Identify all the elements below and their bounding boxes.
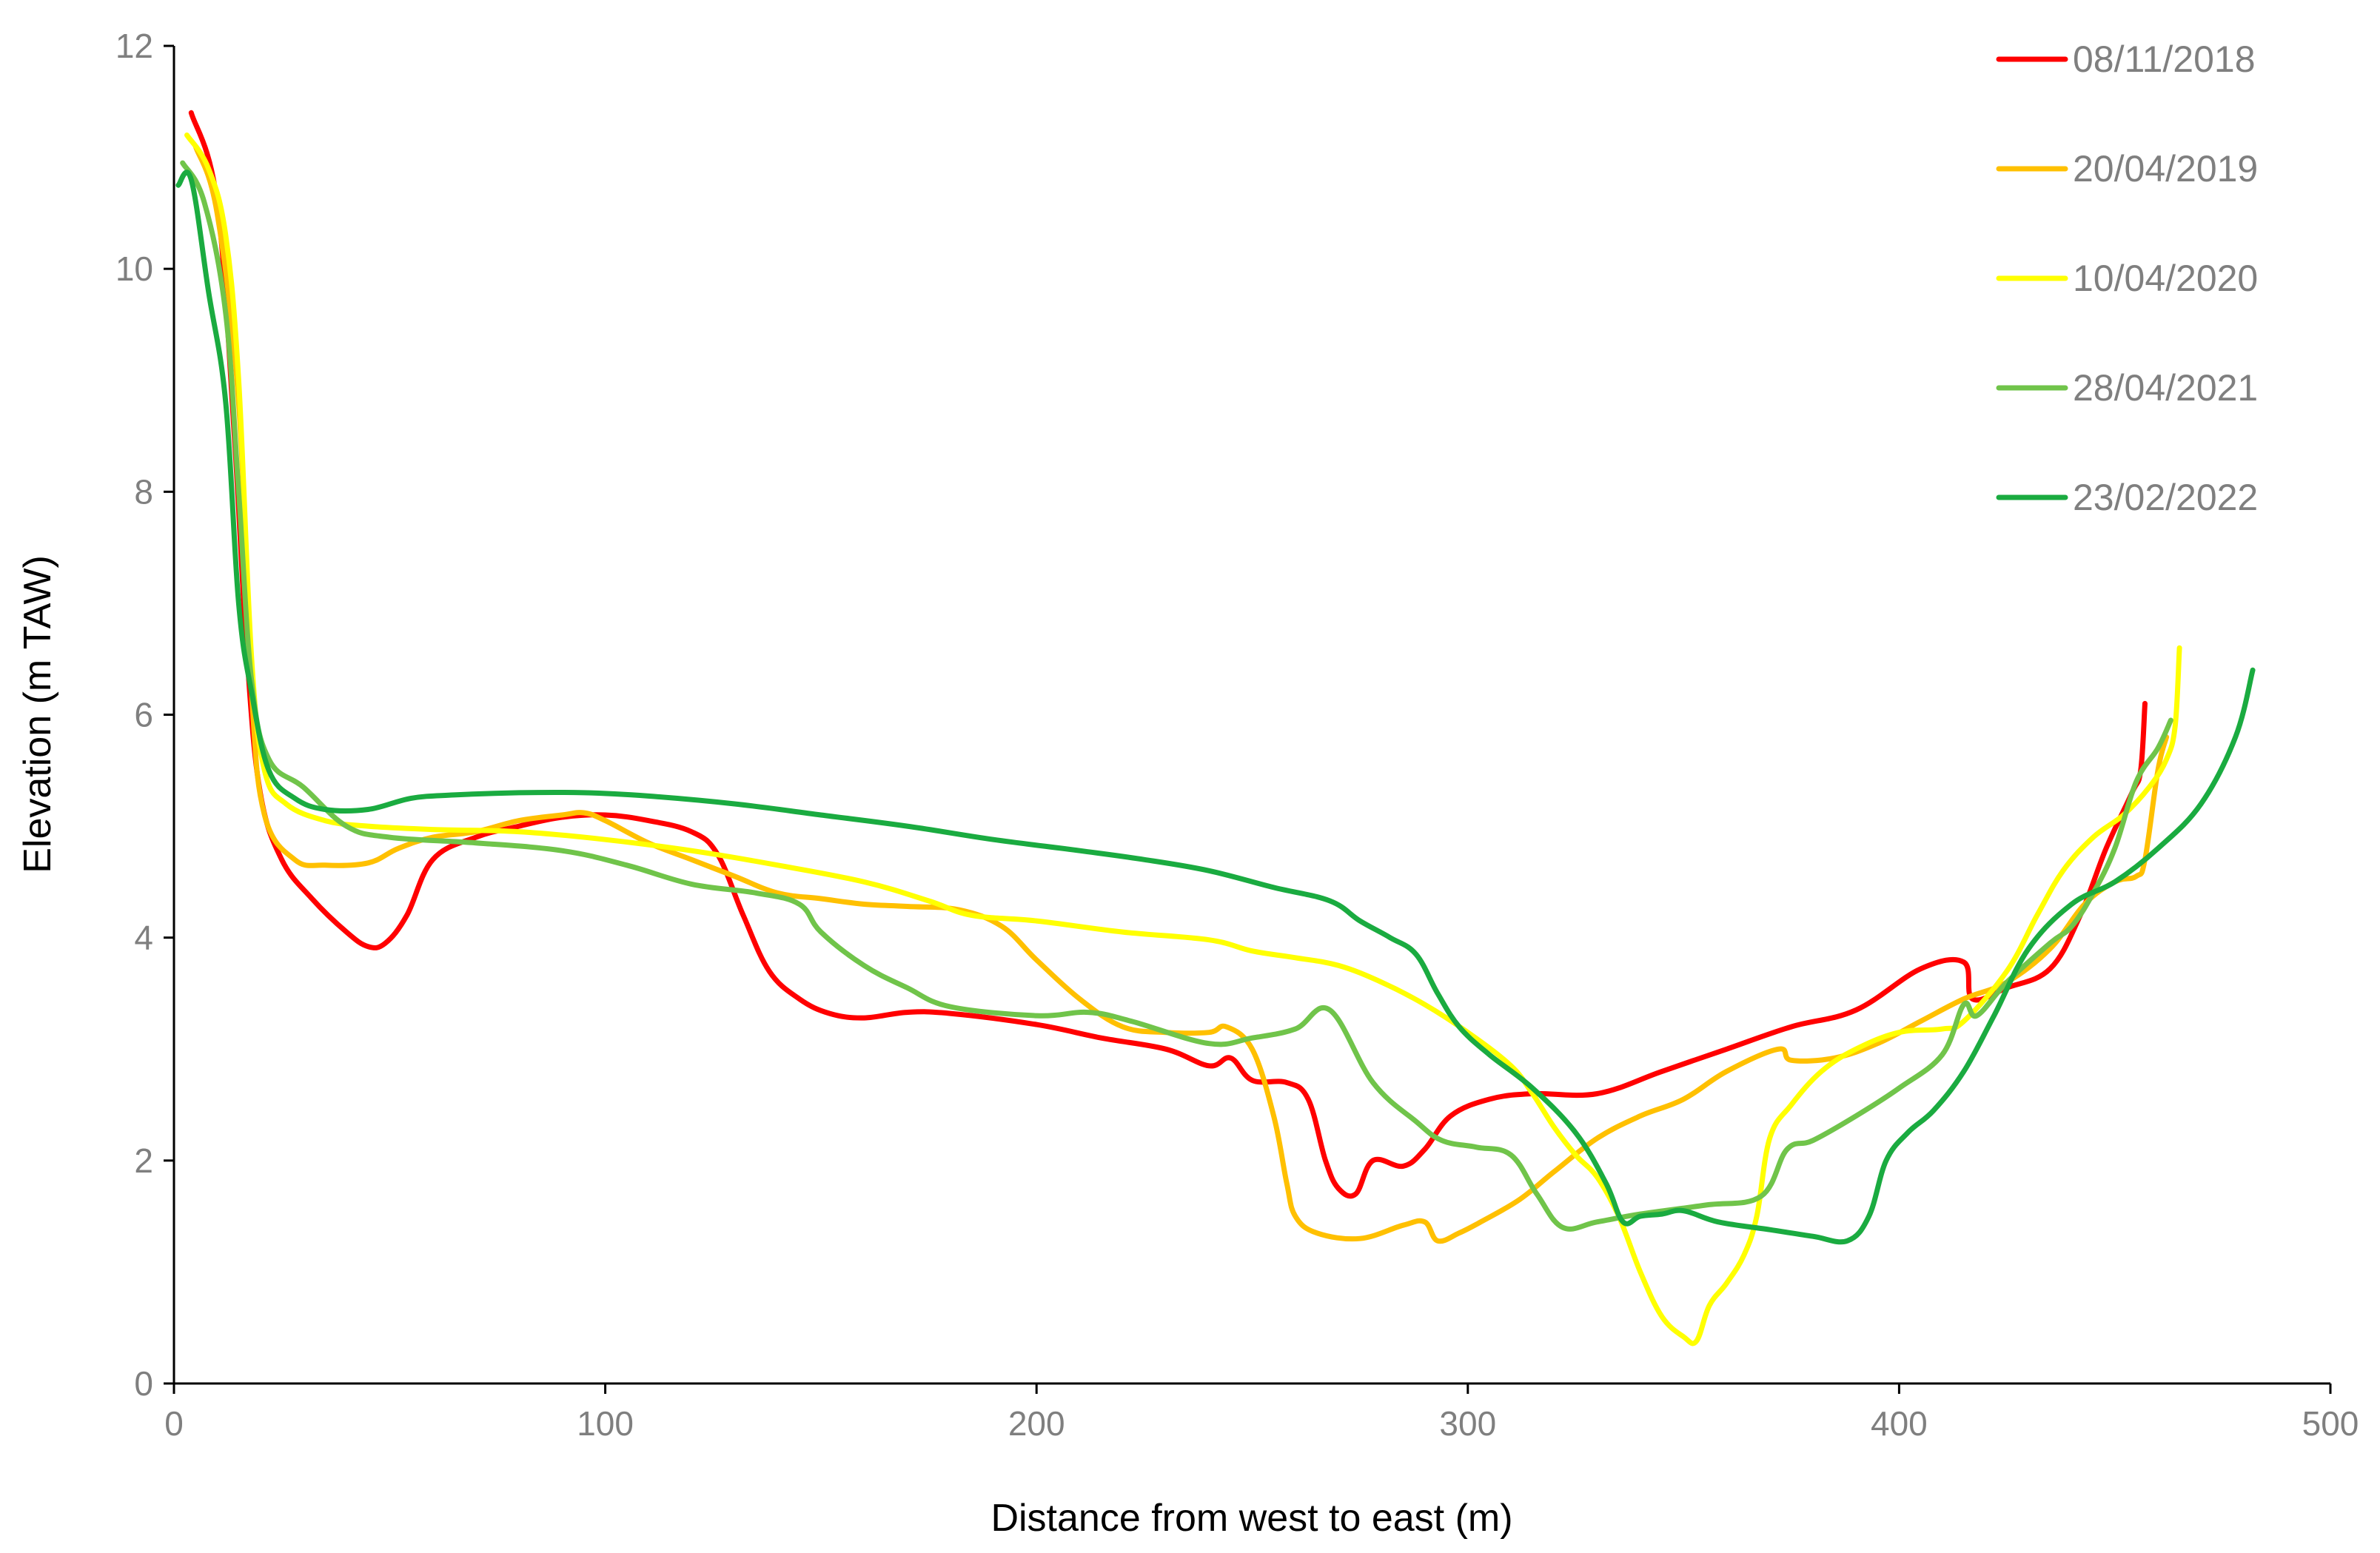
y-tick-label: 0 <box>134 1364 153 1403</box>
x-tick-label: 400 <box>1871 1404 1928 1443</box>
legend: 08/11/2018 20/04/2019 10/04/2020 28/04/2021… <box>1996 38 2258 518</box>
y-tick-label: 2 <box>134 1141 153 1180</box>
y-tick-label: 10 <box>115 249 153 288</box>
legend-label: 10/04/2020 <box>2073 258 2258 299</box>
legend-label: 20/04/2019 <box>2073 148 2258 189</box>
x-axis-title: Distance from west to east (m) <box>990 1497 1512 1540</box>
series-line-4 <box>180 160 2173 1232</box>
legend-label: 28/04/2021 <box>2073 367 2258 409</box>
legend-label: 08/11/2018 <box>2073 38 2256 80</box>
series-line-2 <box>192 144 2170 1244</box>
y-tick-label: 4 <box>134 919 153 957</box>
series-line-1 <box>188 110 2148 1199</box>
series-line-5 <box>175 170 2256 1245</box>
y-tick-label: 8 <box>134 472 153 511</box>
x-tick-label: 200 <box>1008 1404 1065 1443</box>
x-tick-label: 500 <box>2302 1404 2359 1443</box>
y-tick-label: 6 <box>134 696 153 734</box>
x-tick-label: 100 <box>577 1404 634 1443</box>
tick-labels: 0 2 4 6 8 10 12 0 100 200 300 400 500 <box>115 27 2359 1443</box>
y-axis-title: Elevation (m TAW) <box>16 555 59 873</box>
x-tick-label: 300 <box>1439 1404 1496 1443</box>
axis-ticks <box>164 44 2332 1394</box>
legend-label: 23/02/2022 <box>2073 477 2258 518</box>
x-tick-label: 0 <box>164 1404 184 1443</box>
y-tick-label: 12 <box>115 27 153 65</box>
plot-lines <box>175 110 2256 1346</box>
